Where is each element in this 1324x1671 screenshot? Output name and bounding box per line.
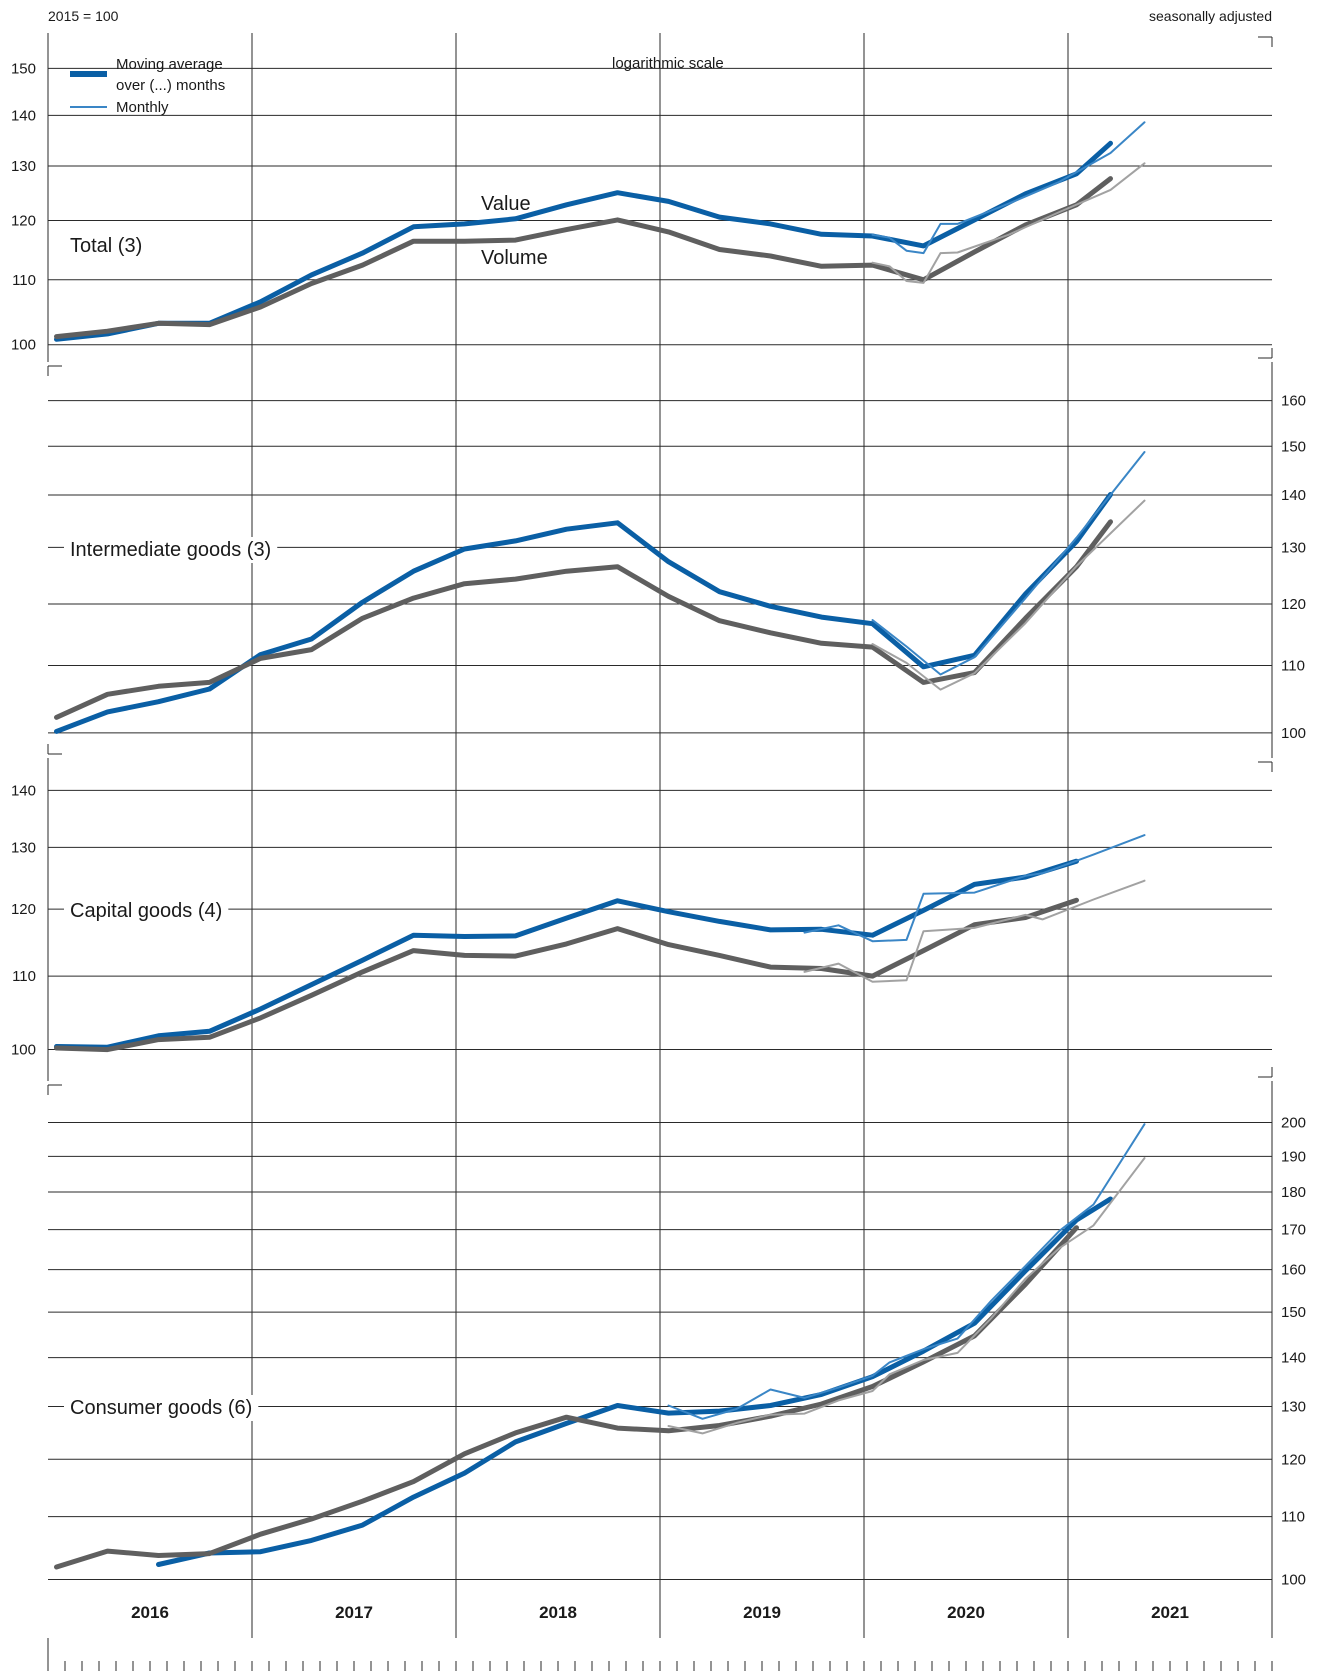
- y-tick-label: 140: [11, 107, 36, 124]
- panel-label-backing: [64, 898, 229, 924]
- panel-label-backing: [64, 233, 149, 259]
- volume-moving-average-line: [54, 897, 1079, 1053]
- y-tick-label: 150: [11, 60, 36, 77]
- volume-moving-average-line: [54, 1225, 1079, 1570]
- y-tick-label: 110: [1281, 1509, 1305, 1526]
- y-tick-label: 110: [12, 272, 36, 289]
- value-monthly-line: [803, 834, 1146, 943]
- panel-label: Capital goods (4): [70, 900, 222, 922]
- value-monthly-line: [871, 121, 1146, 255]
- panel-label-backing: [64, 537, 278, 563]
- y-tick-label: 130: [11, 839, 36, 856]
- panel-label: Consumer goods (6): [70, 1397, 252, 1419]
- value-moving-average-line: [54, 492, 1113, 734]
- y-tick-label: 100: [11, 337, 36, 354]
- y-tick-label: 110: [12, 968, 36, 985]
- x-year-label: 2021: [1151, 1603, 1189, 1622]
- y-tick-label: 180: [1281, 1184, 1306, 1201]
- panel-label: Total (3): [70, 235, 142, 257]
- panel-label-backing: [64, 1395, 259, 1421]
- value-moving-average-line: [54, 858, 1079, 1050]
- legend-moving-average-line2: over (...) months: [116, 77, 225, 94]
- y-tick-label: 160: [1281, 1262, 1306, 1279]
- x-year-label: 2019: [743, 1603, 781, 1622]
- y-tick-label: 130: [1281, 1398, 1306, 1415]
- y-tick-label: 150: [1281, 1304, 1306, 1321]
- volume-monthly-line: [871, 499, 1146, 691]
- value-moving-average-line: [54, 140, 1113, 342]
- seasonal-adjustment-label: seasonally adjusted: [1149, 8, 1272, 24]
- volume-moving-average-line: [54, 519, 1113, 720]
- x-year-label: 2018: [539, 1603, 577, 1622]
- panel-frames: [47, 33, 1273, 1638]
- y-tick-label: 100: [1281, 1571, 1306, 1588]
- value-annotation: Value: [481, 193, 531, 215]
- y-tick-label: 200: [1281, 1115, 1306, 1132]
- x-axis: 2016 2017 2018 2019 2020 2021: [47, 1603, 1273, 1671]
- base-label: 2015 = 100: [48, 8, 119, 24]
- volume-monthly-line: [871, 162, 1146, 284]
- y-tick-label: 120: [1281, 1451, 1306, 1468]
- y-tick-label: 100: [1281, 725, 1306, 742]
- panel-labels: Total (3) Intermediate goods (3) Capital g…: [64, 233, 278, 1421]
- scale-note: logarithmic scale: [612, 55, 724, 72]
- x-year-label: 2017: [335, 1603, 373, 1622]
- y-tick-label: 190: [1281, 1148, 1306, 1165]
- y-tick-label: 170: [1281, 1222, 1306, 1239]
- value-moving-average-line: [156, 1196, 1113, 1567]
- y-tick-label: 160: [1281, 393, 1306, 410]
- x-year-label: 2020: [947, 1603, 985, 1622]
- volume-monthly-line: [803, 879, 1146, 983]
- series-layer: [54, 121, 1146, 1570]
- y-tick-label: 130: [11, 158, 36, 175]
- legend-moving-average-line1: Moving average: [116, 56, 223, 73]
- x-year-label: 2016: [131, 1603, 169, 1622]
- y-tick-label: 100: [11, 1042, 36, 1059]
- legend: Moving average over (...) months Monthly: [70, 56, 225, 116]
- value-monthly-line: [667, 1123, 1146, 1420]
- y-tick-label: 120: [1281, 596, 1306, 613]
- panel-label: Intermediate goods (3): [70, 539, 271, 561]
- volume-moving-average-line: [54, 176, 1113, 340]
- y-tick-label: 150: [1281, 438, 1306, 455]
- y-tick-label: 140: [11, 782, 36, 799]
- volume-monthly-line: [667, 1157, 1146, 1435]
- gridlines: 100 110 120 130 140 150 100 110 120 130 140 150 160 1…: [11, 33, 1306, 1638]
- y-tick-label: 120: [11, 901, 36, 918]
- y-tick-label: 140: [1281, 487, 1306, 504]
- legend-monthly-label: Monthly: [116, 99, 169, 116]
- y-tick-label: 140: [1281, 1350, 1306, 1367]
- y-tick-label: 130: [1281, 539, 1306, 556]
- value-monthly-line: [871, 451, 1146, 676]
- y-tick-label: 120: [11, 212, 36, 229]
- y-tick-label: 110: [1281, 657, 1305, 674]
- volume-annotation: Volume: [481, 247, 548, 269]
